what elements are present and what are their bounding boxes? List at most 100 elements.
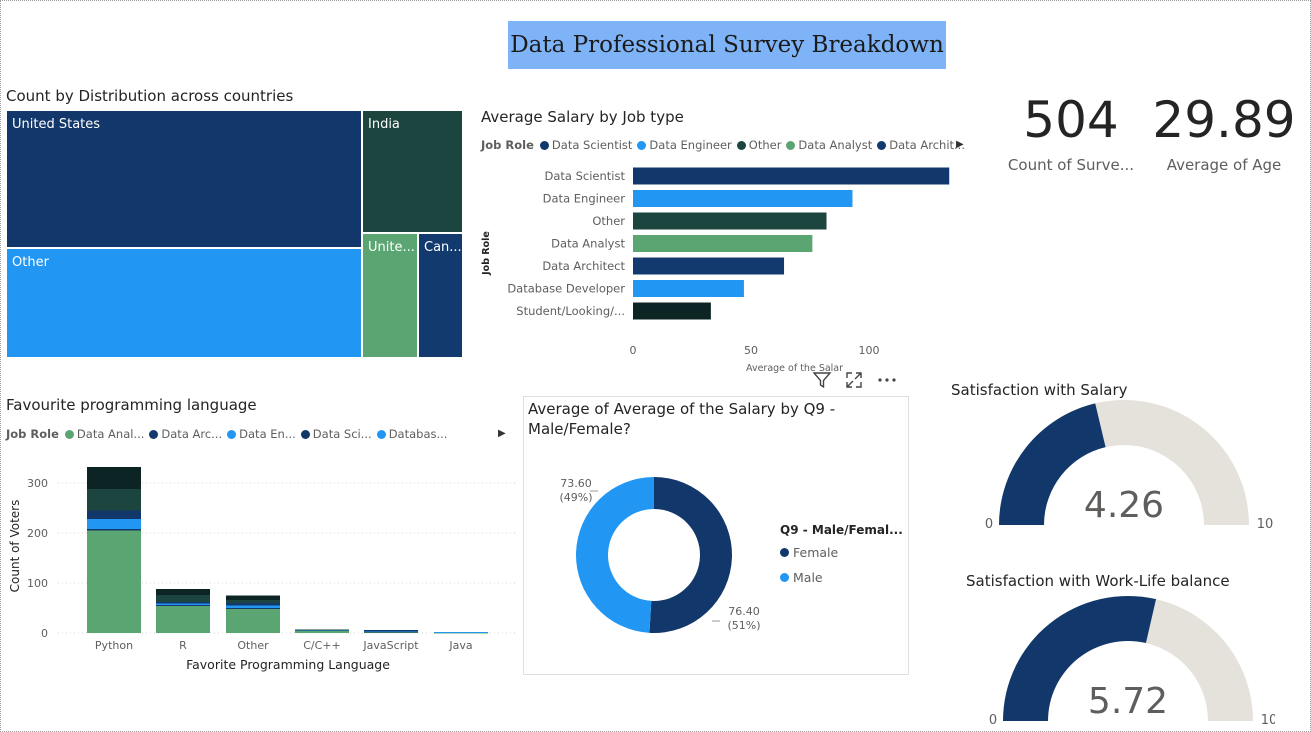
donut-percent-label: (49%) xyxy=(559,491,592,504)
language-bar-segment[interactable] xyxy=(156,595,210,602)
donut-chart[interactable]: 73.60(49%) 76.40(51%) xyxy=(524,457,774,667)
legend-label: Data Arc... xyxy=(161,427,223,441)
salary-bar[interactable] xyxy=(633,302,711,320)
legend-next-arrow-icon[interactable]: ▶ xyxy=(956,139,964,150)
language-bar-segment[interactable] xyxy=(87,519,141,529)
language-legend-item[interactable]: Data Sci... xyxy=(300,427,372,441)
treemap-title: Count by Distribution across countries xyxy=(6,87,294,105)
salary-x-axis-label: Average of the Salar xyxy=(746,363,843,374)
donut-value-label: 73.60 xyxy=(560,477,592,490)
kpi-age-label: Average of Age xyxy=(1166,156,1282,174)
language-bar-segment[interactable] xyxy=(156,603,210,606)
salary-category-label: Data Analyst xyxy=(551,237,625,251)
filter-icon[interactable] xyxy=(812,370,832,390)
language-legend-item[interactable]: Data En... xyxy=(227,427,296,441)
language-legend-item[interactable]: Data Arc... xyxy=(149,427,222,441)
language-bar-segment[interactable] xyxy=(226,609,280,633)
salary-bar[interactable] xyxy=(633,212,827,230)
language-bar-segment[interactable] xyxy=(295,630,349,634)
salary-bar[interactable] xyxy=(633,235,813,252)
legend-label: Data En... xyxy=(239,427,296,441)
language-bar-segment[interactable] xyxy=(226,595,280,601)
donut-legend-male[interactable]: Male xyxy=(780,570,823,585)
treemap-label: United States xyxy=(12,117,101,132)
kpi-count-label: Count of Surve... xyxy=(1007,156,1135,174)
language-bar-segment[interactable] xyxy=(434,632,488,633)
salary-bar[interactable] xyxy=(633,167,950,185)
language-legend-item[interactable]: Databas... xyxy=(376,427,447,441)
donut-card[interactable]: Average of Average of the Salary by Q9 -… xyxy=(523,396,909,675)
salary-bar[interactable] xyxy=(633,280,744,297)
donut-title-line1: Average of Average of the Salary by Q9 - xyxy=(528,400,836,418)
language-x-axis-label: Favorite Programming Language xyxy=(186,657,390,672)
language-category-label: C/C++ xyxy=(303,639,341,652)
language-bar-segment[interactable] xyxy=(226,608,280,609)
salary-legend-item[interactable]: Other xyxy=(736,138,781,152)
language-bar-segment[interactable] xyxy=(226,600,280,603)
salary-legend-item[interactable]: Data Archit... xyxy=(877,138,965,152)
language-category-label: Other xyxy=(237,639,269,652)
salary-legend-item[interactable]: Data Analyst xyxy=(786,138,872,152)
salary-category-label: Data Scientist xyxy=(545,169,626,183)
salary-bar-chart[interactable]: Data Scientist Data Engineer Other Data Ana… xyxy=(476,165,956,375)
treemap-cell-united-states[interactable]: United States xyxy=(6,110,362,248)
language-bar-segment[interactable] xyxy=(87,489,141,511)
donut-value-label: 76.40 xyxy=(728,605,760,618)
gauge-min-label: 0 xyxy=(985,517,993,530)
language-bar-segment[interactable] xyxy=(156,606,210,633)
language-bar-segment[interactable] xyxy=(226,603,280,606)
treemap-cell-united-kingdom[interactable]: Unite... xyxy=(362,233,418,358)
language-bar-segment[interactable] xyxy=(364,630,418,631)
salary-x-tick: 50 xyxy=(744,344,758,357)
legend-label: Male xyxy=(793,570,823,585)
gauge-min-label: 0 xyxy=(989,713,997,727)
salary-bar[interactable] xyxy=(633,190,853,207)
salary-legend-item[interactable]: Data Scientist xyxy=(539,138,632,152)
legend-dot xyxy=(780,573,789,582)
focus-mode-icon[interactable] xyxy=(844,370,864,390)
language-bar-segment[interactable] xyxy=(156,605,210,606)
language-bar-segment[interactable] xyxy=(295,629,349,631)
legend-label: Data Archit... xyxy=(889,138,965,152)
language-legend-item[interactable]: Data Anal... xyxy=(64,427,144,441)
donut-slice[interactable] xyxy=(575,477,654,633)
language-stacked-bar-chart[interactable]: 0 100 200 300 Python R Other C/C++ JavaScript Jav… xyxy=(0,450,520,680)
language-legend: Job Role Data Anal... Data Arc... Data E… xyxy=(6,427,452,441)
donut-title-line2: Male/Female? xyxy=(528,420,631,438)
treemap-cell-canada[interactable]: Can... xyxy=(418,233,463,358)
language-bar-segment[interactable] xyxy=(226,605,280,609)
salary-category-label: Data Architect xyxy=(542,259,625,273)
salary-legend: Job Role Data Scientist Data Engineer Ot… xyxy=(481,138,970,152)
language-bar-segment[interactable] xyxy=(364,631,418,633)
donut-legend-female[interactable]: Female xyxy=(780,545,838,560)
salary-x-tick: 100 xyxy=(859,344,880,357)
gauge-salary[interactable]: 4.26 0 10 xyxy=(975,400,1275,530)
donut-slice[interactable] xyxy=(649,477,732,633)
language-bar-segment[interactable] xyxy=(87,510,141,520)
salary-bar[interactable] xyxy=(633,257,785,275)
gauge-value: 5.72 xyxy=(1088,681,1168,722)
legend-dot xyxy=(64,429,74,439)
legend-dot xyxy=(539,140,549,150)
language-bar-segment[interactable] xyxy=(156,589,210,595)
legend-next-arrow-icon[interactable]: ▶ xyxy=(498,428,506,439)
language-bar-segment[interactable] xyxy=(87,467,141,489)
treemap-cell-other[interactable]: Other xyxy=(6,248,362,358)
treemap-label: India xyxy=(368,117,400,132)
language-bar-segment[interactable] xyxy=(87,529,141,531)
treemap-label: Can... xyxy=(424,240,462,255)
language-y-tick: 200 xyxy=(27,527,48,540)
gauge-worklife[interactable]: 5.72 0 10 xyxy=(975,592,1275,727)
gauge-value: 4.26 xyxy=(1084,485,1164,526)
salary-category-label: Student/Looking/... xyxy=(516,304,625,318)
legend-dot xyxy=(736,140,746,150)
language-bar-segment[interactable] xyxy=(87,530,141,634)
treemap-chart[interactable]: United States Other India Unite... Can..… xyxy=(6,110,463,358)
salary-legend-item[interactable]: Data Engineer xyxy=(637,138,732,152)
more-options-icon[interactable] xyxy=(876,370,898,390)
gauge-max-label: 10 xyxy=(1261,713,1275,727)
salary-category-label: Data Engineer xyxy=(543,192,626,206)
language-bar-segment[interactable] xyxy=(156,602,210,604)
legend-dot xyxy=(786,140,796,150)
treemap-cell-india[interactable]: India xyxy=(362,110,463,233)
